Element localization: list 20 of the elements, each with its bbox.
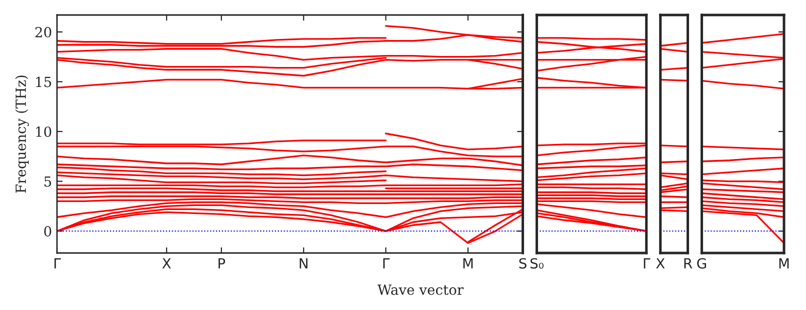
- y-tick-label: 10: [36, 126, 52, 137]
- y-axis-title: Frequency (THz): [15, 76, 29, 193]
- x-tick-label: G: [697, 258, 706, 269]
- x-tick-label: X: [656, 258, 665, 268]
- y-tick-label: 15: [36, 76, 52, 88]
- x-tick-label: Γ: [644, 258, 650, 268]
- x-tick-label: R: [684, 258, 692, 268]
- x-axis-title: Wave vector: [377, 284, 464, 295]
- x-tick-label: P: [218, 258, 226, 268]
- x-tick-label: M: [779, 258, 789, 268]
- x-tick-label: S: [519, 258, 526, 269]
- y-tick-label: 0: [44, 226, 52, 237]
- y-tick-label: 5: [44, 176, 52, 187]
- x-tick-label: Γ: [383, 258, 390, 268]
- x-tick-label: S₀: [530, 258, 544, 269]
- y-tick-label: 20: [35, 26, 52, 38]
- x-tick-label: N: [300, 258, 308, 268]
- x-tick-label: X: [162, 258, 171, 268]
- x-tick-label: M: [463, 258, 473, 268]
- x-tick-label: Γ: [54, 258, 61, 268]
